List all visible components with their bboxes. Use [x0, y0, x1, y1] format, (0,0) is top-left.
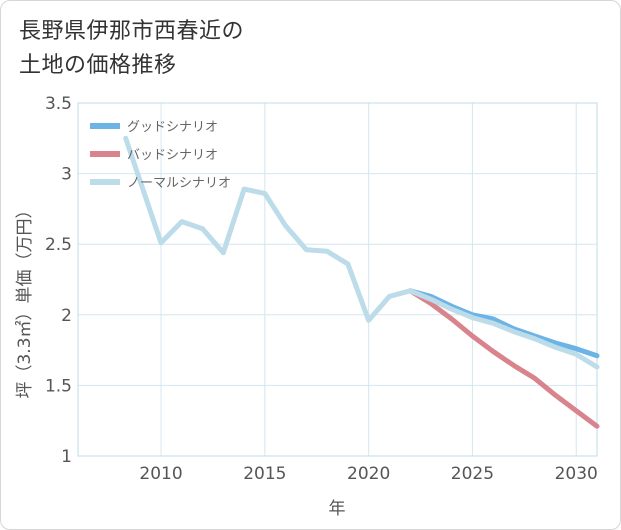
y-tick-labels: 1 1.5 2 2.5 3 3.5 — [45, 94, 72, 467]
x-tick-label: 2015 — [243, 464, 286, 484]
x-tick-label: 2025 — [451, 464, 494, 484]
y-tick-label: 2 — [61, 306, 72, 326]
legend-label: グッドシナリオ — [127, 120, 218, 135]
y-tick-label: 1.5 — [45, 376, 72, 396]
chart-title-line1: 長野県伊那市西春近の — [19, 19, 245, 44]
x-tick-label: 2030 — [555, 464, 598, 484]
x-axis-label: 年 — [329, 499, 346, 519]
y-tick-label: 1 — [61, 447, 72, 467]
series-line-2 — [123, 135, 600, 370]
series-lines — [123, 135, 600, 429]
series-line-0 — [407, 288, 600, 359]
legend-label: バッドシナリオ — [127, 148, 218, 163]
x-tick-label: 2020 — [347, 464, 390, 484]
series-line-1 — [407, 288, 600, 429]
x-tick-label: 2010 — [139, 464, 182, 484]
y-tick-label: 3 — [61, 165, 72, 185]
y-axis-label: 坪（3.3㎡）単価（万円） — [15, 201, 35, 398]
legend-label: ノーマルシナリオ — [127, 176, 231, 191]
y-tick-label: 3.5 — [45, 94, 72, 114]
plot-border — [77, 102, 598, 457]
chart-title: 長野県伊那市西春近の 土地の価格推移 — [19, 15, 244, 83]
y-tick-label: 2.5 — [45, 235, 72, 255]
x-tick-labels: 2010 2015 2020 2025 2030 — [139, 464, 597, 484]
chart-title-line2: 土地の価格推移 — [19, 53, 177, 78]
